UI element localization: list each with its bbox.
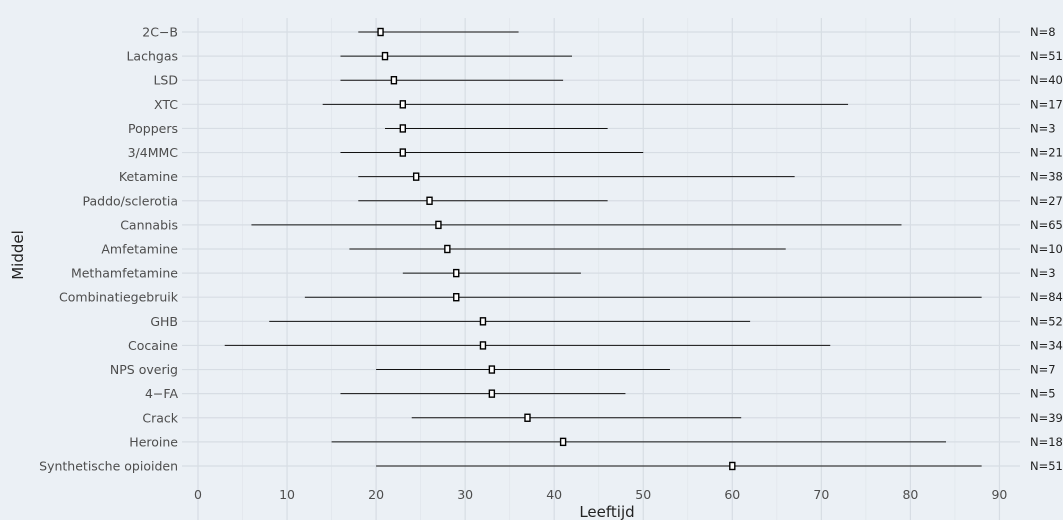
x-tick-label-90: 90 <box>991 487 1007 502</box>
category-labels: 2C−B Lachgas LSD XTC Poppers 3/4MMC Ketamine Pa… <box>39 25 179 474</box>
median-marker-12 <box>479 317 487 326</box>
n-labels: N=8 N=51 N=40 N=177 N=3 N=21 N=38 N=27 N=656 N=10… <box>1030 25 1063 473</box>
grid <box>182 18 1020 520</box>
median-marker-13 <box>479 341 487 350</box>
x-tick-labels: 0 10 20 30 40 50 60 70 80 90 <box>194 487 1007 502</box>
n-label-8: N=656 <box>1030 218 1063 232</box>
x-tick-label-20: 20 <box>368 487 384 502</box>
n-label-14: N=7 <box>1030 363 1056 377</box>
n-label-7: N=27 <box>1030 194 1063 208</box>
median-marker-16 <box>524 413 531 422</box>
category-label-2: LSD <box>153 73 178 88</box>
y-axis-title: Middel <box>9 230 27 280</box>
category-label-7: Paddo/sclerotia <box>83 193 178 208</box>
n-label-6: N=38 <box>1030 170 1063 184</box>
category-label-1: Lachgas <box>126 49 178 64</box>
median-marker-18 <box>729 461 736 471</box>
median-marker-10 <box>453 268 460 278</box>
category-label-12: GHB <box>150 314 178 329</box>
x-tick-label-60: 60 <box>724 487 740 502</box>
median-marker-7 <box>426 196 433 205</box>
x-tick-label-0: 0 <box>194 487 202 502</box>
n-label-4: N=3 <box>1030 121 1056 135</box>
category-label-16: Crack <box>142 410 178 425</box>
category-label-10: Methamfetamine <box>71 266 178 281</box>
median-marker-5 <box>399 148 407 157</box>
n-label-2: N=40 <box>1030 73 1063 87</box>
x-tick-label-40: 40 <box>546 487 562 502</box>
category-label-3: XTC <box>154 97 178 112</box>
n-label-13: N=340 <box>1030 338 1063 352</box>
category-label-8: Cannabis <box>120 217 178 232</box>
n-label-15: N=5 <box>1030 387 1056 401</box>
x-tick-label-10: 10 <box>279 487 295 502</box>
n-label-1: N=51 <box>1030 49 1063 63</box>
category-label-13: Cocaine <box>128 338 178 353</box>
range-lines <box>224 31 982 467</box>
category-label-4: Poppers <box>128 121 178 136</box>
median-marker-14 <box>488 365 496 374</box>
median-marker-17 <box>559 437 567 447</box>
x-tick-label-50: 50 <box>635 487 651 502</box>
category-label-17: Heroine <box>129 434 178 449</box>
n-label-10: N=3 <box>1030 266 1056 280</box>
category-label-18: Synthetische opioiden <box>39 458 178 473</box>
n-label-12: N=527 <box>1030 314 1063 328</box>
n-label-9: N=107 <box>1030 242 1063 256</box>
n-label-18: N=51 <box>1030 459 1063 473</box>
category-label-6: Ketamine <box>119 169 178 184</box>
n-label-17: N=180 <box>1030 435 1063 449</box>
median-marker-6 <box>412 172 420 181</box>
category-label-11: Combinatiegebruik <box>59 290 179 305</box>
median-marker-9 <box>444 244 451 254</box>
n-label-5: N=21 <box>1030 146 1063 160</box>
median-markers <box>377 27 736 471</box>
category-label-0: 2C−B <box>142 25 178 40</box>
category-label-5: 3/4MMC <box>128 145 179 160</box>
median-marker-4 <box>399 124 407 133</box>
category-label-14: NPS overig <box>110 362 178 377</box>
median-marker-3 <box>399 100 407 109</box>
n-label-11: N=845 <box>1030 290 1063 304</box>
median-marker-15 <box>488 389 496 398</box>
n-label-0: N=8 <box>1030 25 1056 39</box>
n-label-3: N=177 <box>1030 97 1063 111</box>
median-marker-0 <box>377 27 384 37</box>
median-marker-11 <box>453 293 460 302</box>
category-label-15: 4−FA <box>145 386 178 401</box>
x-axis-title: Leeftijd <box>579 503 634 520</box>
x-tick-label-30: 30 <box>457 487 473 502</box>
median-marker-8 <box>435 220 442 230</box>
category-label-9: Amfetamine <box>101 241 178 256</box>
n-label-16: N=39 <box>1030 411 1063 425</box>
x-tick-label-80: 80 <box>902 487 918 502</box>
median-marker-2 <box>390 76 398 85</box>
median-marker-1 <box>381 51 389 61</box>
x-tick-label-70: 70 <box>813 487 829 502</box>
